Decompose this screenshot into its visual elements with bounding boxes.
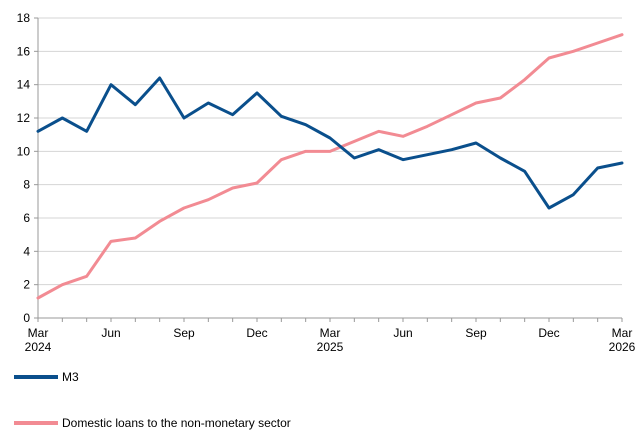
x-tick-year-8: 2026 [609,340,635,354]
x-tick-year-4: 2025 [317,340,344,354]
x-tick-label-5: Jun [393,326,412,340]
legend-label-domestic-loans: Domestic loans to the non-monetary secto… [62,416,291,430]
x-tick-label-0: Mar [28,326,49,340]
gridlines [37,17,622,319]
legend-swatch-domestic-loans [14,421,58,425]
y-tick-label-14: 14 [17,78,31,92]
y-tick-label-0: 0 [23,311,30,325]
legend-swatch-m3 [14,375,58,379]
series-line-m3 [36,76,624,210]
x-tick-label-1: Jun [101,326,120,340]
x-tick-label-7: Dec [538,326,559,340]
x-tick-label-8: Mar [612,326,633,340]
x-tick-year-0: 2024 [25,340,52,354]
y-tick-label-18: 18 [17,11,31,25]
y-tick-label-12: 12 [17,111,31,125]
legend-item-m3: M3 [14,370,79,384]
y-tick-label-6: 6 [23,211,30,225]
series-lines [36,33,624,300]
y-tick-label-16: 16 [17,44,31,58]
x-tick-label-2: Sep [173,326,195,340]
y-tick-label-10: 10 [17,144,31,158]
y-axis-ticks: 0 2 4 6 8 10 12 14 16 18 [17,11,38,325]
y-tick-label-4: 4 [23,244,30,258]
y-tick-label-2: 2 [23,278,30,292]
x-tick-label-6: Sep [465,326,487,340]
x-tick-label-4: Mar [320,326,341,340]
legend-item-domestic-loans: Domestic loans to the non-monetary secto… [14,416,291,430]
x-tick-label-3: Dec [246,326,267,340]
legend-label-m3: M3 [62,370,79,384]
series-line-domestic-loans [36,33,624,300]
y-tick-label-8: 8 [23,178,30,192]
